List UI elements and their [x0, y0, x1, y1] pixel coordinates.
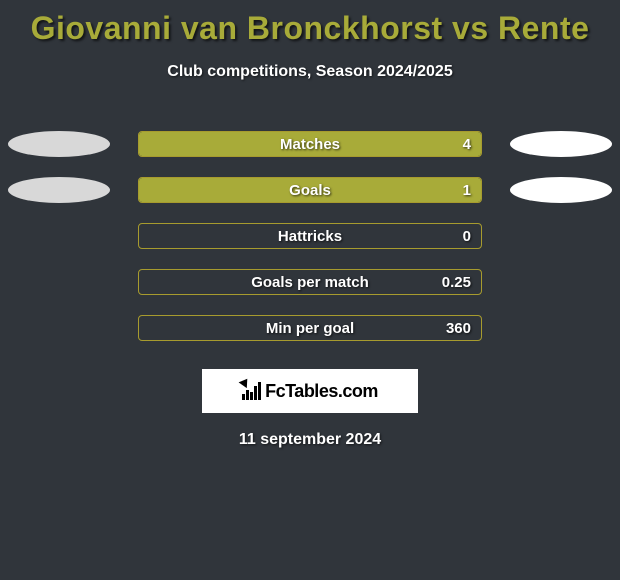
stat-row: Min per goal360 [0, 305, 620, 351]
stat-value: 0.25 [442, 270, 471, 294]
left-ellipse-icon [8, 131, 110, 157]
page-title: Giovanni van Bronckhorst vs Rente [0, 0, 620, 47]
stat-row: Goals1 [0, 167, 620, 213]
right-ellipse-icon [510, 131, 612, 157]
stat-row: Hattricks0 [0, 213, 620, 259]
stat-bar: Matches4 [138, 131, 482, 157]
stat-label: Matches [139, 132, 481, 156]
stat-value: 1 [463, 178, 471, 202]
stat-rows: Matches4Goals1Hattricks0Goals per match0… [0, 121, 620, 351]
stat-value: 0 [463, 224, 471, 248]
brand-chart-icon [242, 382, 261, 400]
stat-bar: Goals1 [138, 177, 482, 203]
left-ellipse-icon [8, 177, 110, 203]
stat-row: Matches4 [0, 121, 620, 167]
stat-bar: Min per goal360 [138, 315, 482, 341]
brand-badge: FcTables.com [202, 369, 418, 413]
subtitle: Club competitions, Season 2024/2025 [0, 63, 620, 81]
stat-bar: Hattricks0 [138, 223, 482, 249]
right-ellipse-icon [510, 177, 612, 203]
stat-label: Goals per match [139, 270, 481, 294]
stat-bar: Goals per match0.25 [138, 269, 482, 295]
stat-value: 4 [463, 132, 471, 156]
stat-value: 360 [446, 316, 471, 340]
stat-row: Goals per match0.25 [0, 259, 620, 305]
brand-text: FcTables.com [265, 381, 378, 402]
date-text: 11 september 2024 [0, 431, 620, 449]
stat-label: Goals [139, 178, 481, 202]
stat-label: Min per goal [139, 316, 481, 340]
stat-label: Hattricks [139, 224, 481, 248]
